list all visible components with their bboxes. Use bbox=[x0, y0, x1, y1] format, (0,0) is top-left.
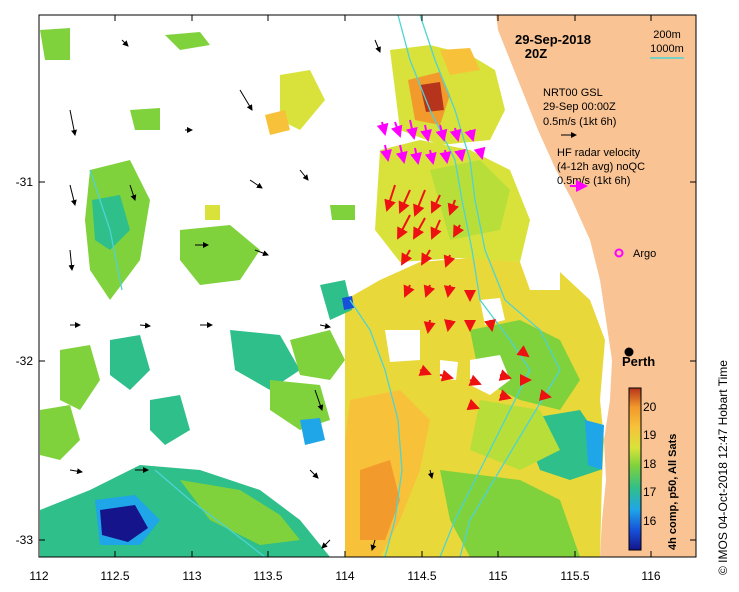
plot-frame bbox=[38, 14, 697, 558]
model-legend-line3: 0.5m/s (1kt 6h) bbox=[543, 116, 616, 128]
colorbar-tick: 20 bbox=[643, 400, 657, 414]
radar-legend-line1: HF radar velocity bbox=[557, 147, 641, 159]
map-date: 29-Sep-2018 bbox=[515, 32, 591, 47]
radar-red-vectors bbox=[384, 184, 552, 411]
perth-label: Perth bbox=[622, 354, 655, 369]
x-tick-label: 113.5 bbox=[253, 569, 282, 583]
argo-label: Argo bbox=[633, 248, 656, 260]
x-axis bbox=[38, 15, 652, 557]
colorbar-tick: 18 bbox=[643, 457, 657, 471]
y-axis bbox=[39, 181, 696, 541]
depth-legend-1000m: 1000m bbox=[650, 43, 684, 55]
credit-text: © IMOS 04-Oct-2018 12:47 Hobart Time bbox=[716, 360, 730, 575]
y-tick-label: -33 bbox=[16, 533, 34, 547]
x-tick-label: 113 bbox=[182, 569, 201, 583]
colorbar-tick: 17 bbox=[643, 485, 657, 499]
colorbar-title: 4h comp, p50, All Sats bbox=[667, 434, 679, 550]
x-tick-label: 112.5 bbox=[100, 569, 129, 583]
map-time: 20Z bbox=[525, 46, 547, 61]
x-tick-label: 116 bbox=[641, 569, 660, 583]
y-tick-label: -32 bbox=[16, 354, 34, 368]
bathymetry-contours bbox=[89, 15, 561, 557]
x-tick-label: 115.5 bbox=[560, 569, 589, 583]
model-vectors bbox=[68, 39, 434, 551]
x-tick-label: 114.5 bbox=[407, 569, 436, 583]
radar-legend-line3: 0.5m/s (1kt 6h) bbox=[557, 175, 630, 187]
model-legend-line1: NRT00 GSL bbox=[543, 87, 603, 99]
depth-legend-200m: 200m bbox=[653, 29, 681, 41]
x-tick-label: 112 bbox=[29, 569, 48, 583]
colorbar bbox=[628, 387, 642, 551]
perth-city-icon bbox=[624, 347, 634, 357]
y-tick-label: -31 bbox=[16, 175, 34, 189]
model-legend-line2: 29-Sep 00:00Z bbox=[543, 101, 616, 113]
argo-float-icon bbox=[614, 248, 624, 258]
radar-vectors bbox=[376, 119, 486, 165]
x-tick-label: 114 bbox=[335, 569, 354, 583]
land-mass bbox=[496, 15, 696, 557]
x-tick-label: 115 bbox=[488, 569, 507, 583]
radar-legend-line2: (4-12h avg) noQC bbox=[557, 161, 645, 173]
colorbar-tick: 19 bbox=[643, 428, 657, 442]
colorbar-tick: 16 bbox=[643, 514, 657, 528]
